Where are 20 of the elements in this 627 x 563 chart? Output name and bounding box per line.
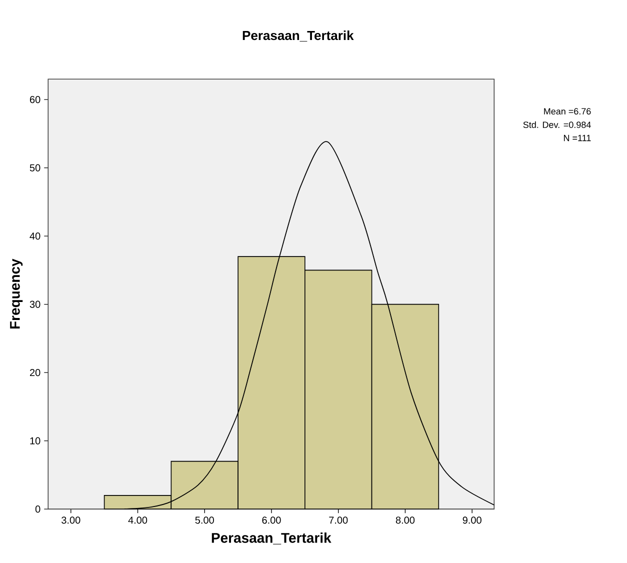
text: Std. Dev. =0.984: [523, 121, 591, 128]
x-tick-label: 4.00: [128, 516, 148, 524]
x-tick-label: 6.00: [262, 516, 281, 524]
y-tick-label: 50: [30, 164, 40, 172]
x-tick-label: 3.00: [62, 516, 80, 524]
y-axis-title: Frequency: [10, 258, 23, 329]
x-tick-label: 8.00: [396, 516, 415, 524]
x-tick-label: 5.00: [195, 516, 214, 524]
y-tick-label: 30: [30, 300, 40, 308]
y-tick-label: 40: [30, 232, 40, 240]
text: N =111: [564, 134, 591, 142]
x-axis-title: Perasaan_Tertarik: [212, 532, 332, 544]
y-tick-label: 10: [30, 437, 40, 444]
y-tick-label: 20: [30, 369, 40, 376]
y-tick-label: 60: [30, 96, 40, 104]
x-tick-label: 7.00: [329, 516, 348, 524]
chart-title: Perasaan_Tertarik: [242, 30, 354, 42]
x-tick-label: 9.00: [462, 516, 482, 524]
y-tick-label: 0: [35, 506, 40, 513]
text: Mean =6.76: [544, 108, 591, 115]
